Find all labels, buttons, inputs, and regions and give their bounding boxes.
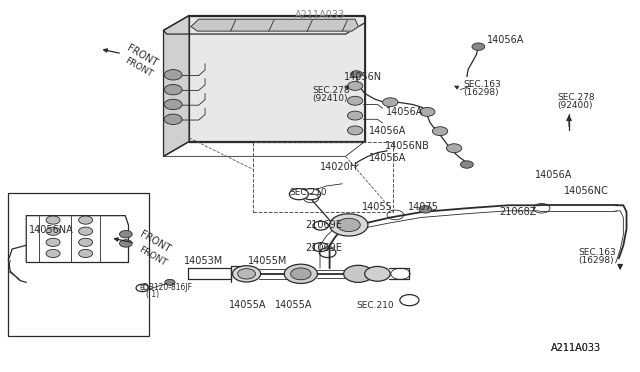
Bar bbox=[253, 141, 394, 212]
Text: 14055: 14055 bbox=[362, 202, 392, 212]
Text: 21069E: 21069E bbox=[305, 220, 342, 230]
Circle shape bbox=[447, 144, 462, 153]
Text: FRONT: FRONT bbox=[138, 229, 172, 255]
Text: A211A033: A211A033 bbox=[551, 343, 602, 353]
Circle shape bbox=[461, 161, 473, 168]
Text: B: B bbox=[140, 285, 144, 291]
Text: FRONT: FRONT bbox=[125, 43, 159, 68]
Circle shape bbox=[46, 227, 60, 235]
Circle shape bbox=[165, 279, 175, 285]
Text: SEC.163: SEC.163 bbox=[464, 80, 501, 89]
Circle shape bbox=[365, 266, 390, 281]
Circle shape bbox=[46, 238, 60, 246]
Circle shape bbox=[79, 216, 93, 224]
Polygon shape bbox=[164, 16, 189, 156]
Text: SEC.210: SEC.210 bbox=[289, 188, 327, 197]
Circle shape bbox=[348, 81, 363, 90]
Circle shape bbox=[337, 218, 360, 232]
Circle shape bbox=[79, 238, 93, 246]
Circle shape bbox=[420, 108, 435, 116]
Polygon shape bbox=[164, 16, 365, 34]
Text: 14055M: 14055M bbox=[248, 256, 287, 266]
Text: A211A033: A211A033 bbox=[551, 343, 602, 353]
Circle shape bbox=[348, 126, 363, 135]
Text: 14056A: 14056A bbox=[369, 126, 406, 136]
Circle shape bbox=[383, 98, 398, 107]
Circle shape bbox=[351, 71, 362, 77]
Text: 14020H: 14020H bbox=[320, 163, 358, 173]
Text: FRONT: FRONT bbox=[137, 244, 168, 267]
Text: (16298): (16298) bbox=[464, 89, 499, 97]
Text: 14055A: 14055A bbox=[228, 300, 266, 310]
Circle shape bbox=[348, 111, 363, 120]
Text: 14056A: 14056A bbox=[534, 170, 572, 180]
Text: 21069E: 21069E bbox=[305, 243, 342, 253]
Circle shape bbox=[400, 295, 419, 306]
Text: (16298): (16298) bbox=[579, 256, 614, 265]
Circle shape bbox=[301, 189, 321, 200]
Text: 14056N: 14056N bbox=[344, 73, 381, 83]
Circle shape bbox=[237, 269, 255, 279]
Circle shape bbox=[46, 249, 60, 257]
Circle shape bbox=[289, 189, 308, 200]
Text: (92410): (92410) bbox=[312, 94, 348, 103]
Text: 14053M: 14053M bbox=[184, 256, 223, 266]
Text: ¸DB120-816JF: ¸DB120-816JF bbox=[140, 283, 193, 292]
Circle shape bbox=[284, 264, 317, 283]
Text: 14055A: 14055A bbox=[275, 300, 313, 310]
Text: 21068Z: 21068Z bbox=[499, 207, 536, 217]
Circle shape bbox=[232, 266, 260, 282]
Circle shape bbox=[164, 114, 182, 125]
Circle shape bbox=[348, 96, 363, 105]
Circle shape bbox=[291, 268, 311, 280]
Circle shape bbox=[433, 127, 448, 136]
Text: 14056NC: 14056NC bbox=[564, 186, 609, 196]
Text: 14056NA: 14056NA bbox=[29, 225, 74, 235]
Text: (92400): (92400) bbox=[557, 101, 593, 110]
Text: SEC.278: SEC.278 bbox=[557, 93, 595, 102]
Circle shape bbox=[120, 240, 132, 247]
Text: SEC.278: SEC.278 bbox=[312, 86, 350, 95]
Text: 14056A: 14056A bbox=[487, 35, 525, 45]
Circle shape bbox=[46, 216, 60, 224]
Circle shape bbox=[120, 231, 132, 238]
Circle shape bbox=[79, 227, 93, 235]
Circle shape bbox=[164, 84, 182, 95]
Text: FRONT: FRONT bbox=[124, 55, 154, 78]
Polygon shape bbox=[191, 19, 358, 31]
Bar bbox=[8, 193, 149, 336]
Text: 14056NB: 14056NB bbox=[385, 141, 430, 151]
Text: SEC.210: SEC.210 bbox=[356, 301, 394, 310]
Text: SEC.163: SEC.163 bbox=[579, 248, 616, 257]
Circle shape bbox=[472, 43, 484, 50]
Circle shape bbox=[79, 249, 93, 257]
Text: 14056A: 14056A bbox=[387, 107, 424, 117]
Text: A211A033: A211A033 bbox=[295, 10, 345, 20]
Circle shape bbox=[164, 99, 182, 110]
Circle shape bbox=[164, 70, 182, 80]
Text: 14075: 14075 bbox=[408, 202, 438, 212]
Circle shape bbox=[330, 214, 368, 236]
Circle shape bbox=[419, 206, 432, 213]
Circle shape bbox=[344, 265, 373, 282]
Text: ( 1): ( 1) bbox=[146, 290, 159, 299]
Polygon shape bbox=[189, 16, 365, 141]
Text: 14056A: 14056A bbox=[369, 153, 406, 163]
